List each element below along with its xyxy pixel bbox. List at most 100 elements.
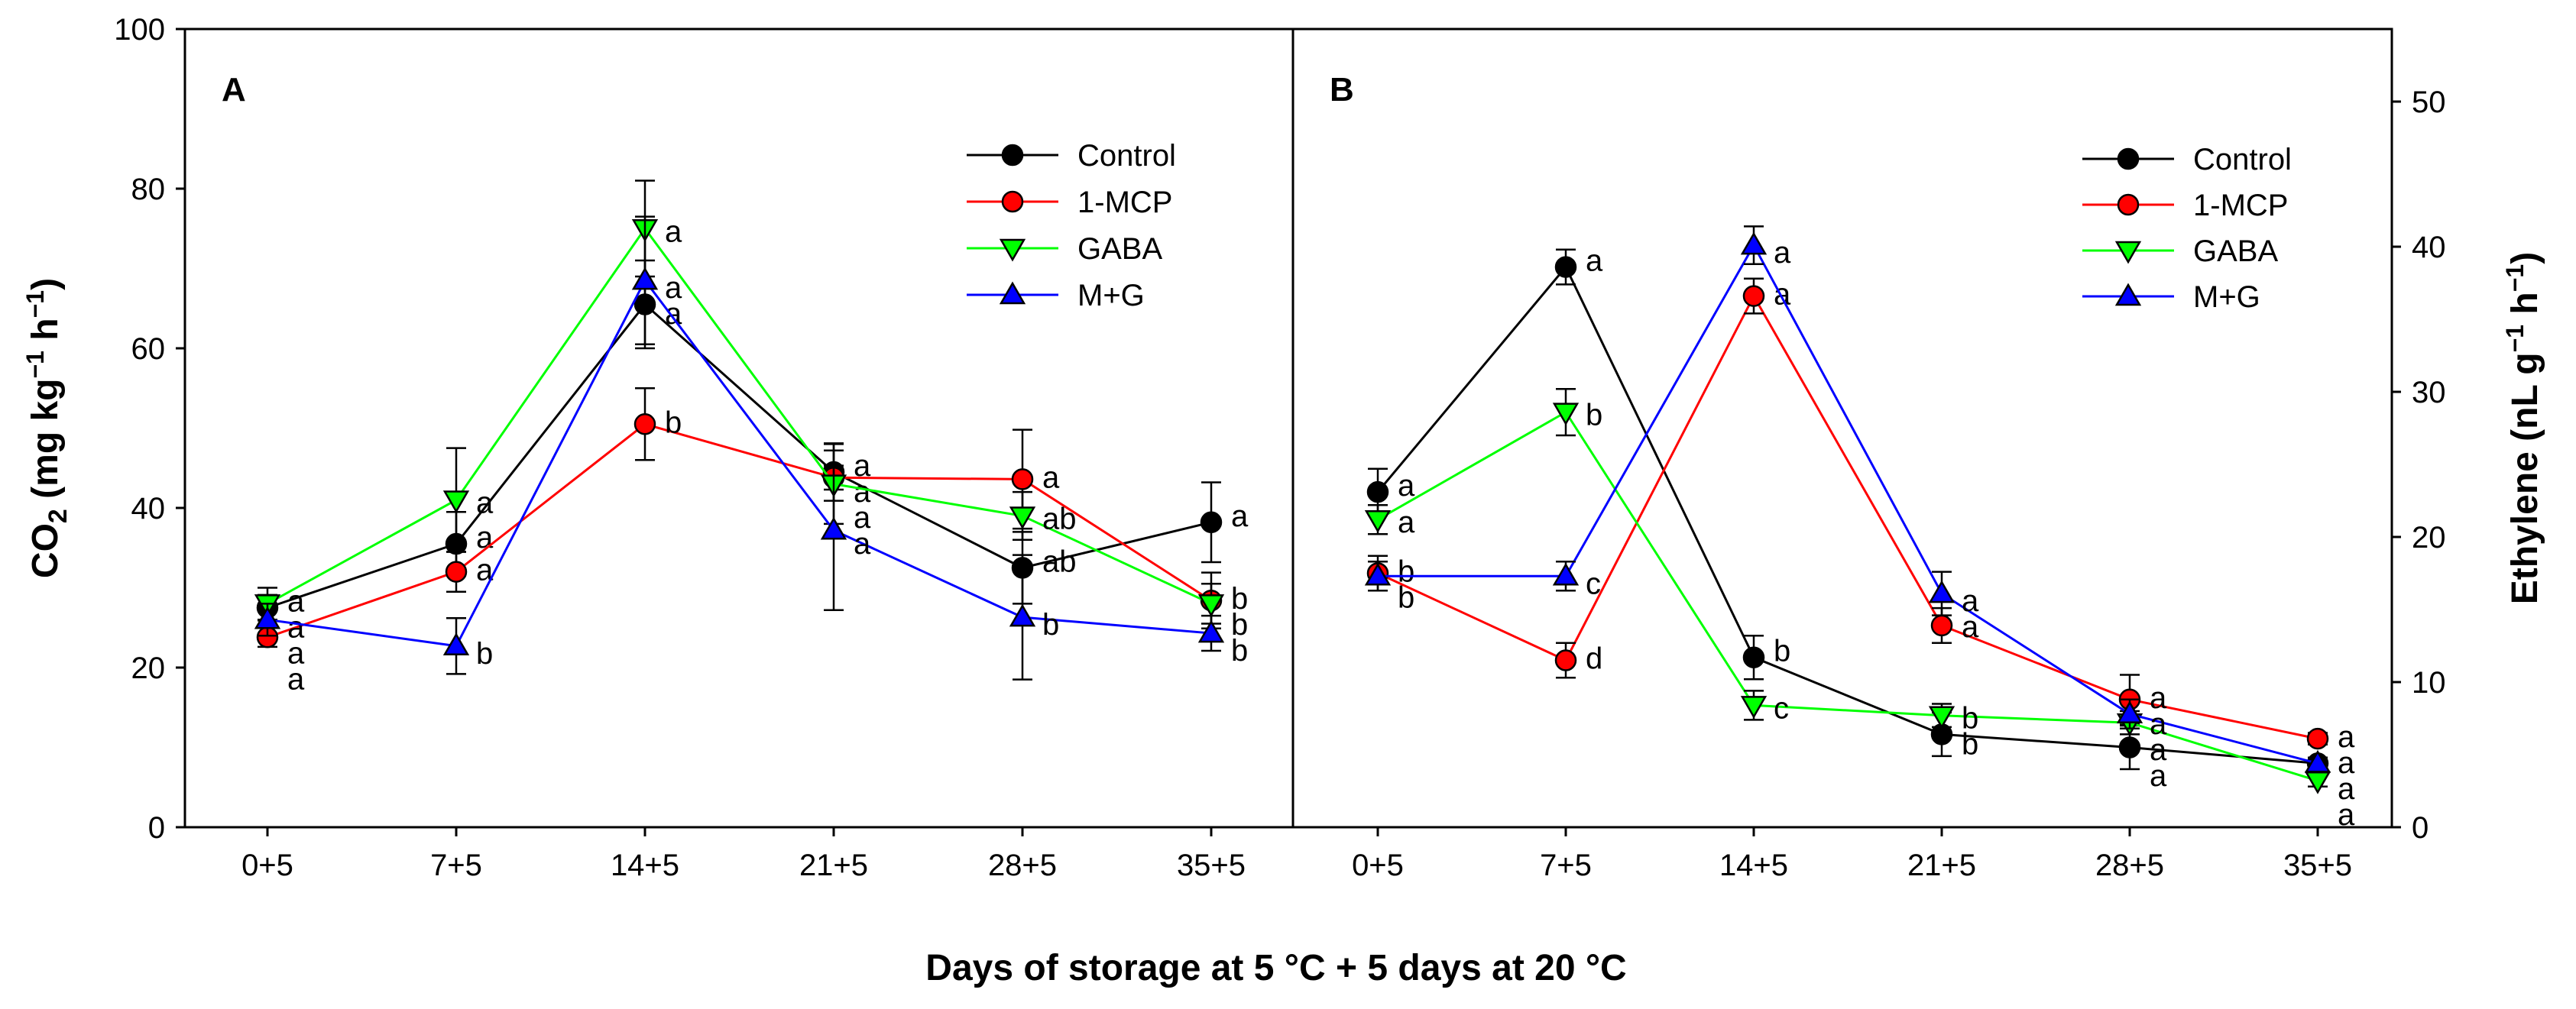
data-point (1364, 562, 1392, 586)
legend-marker-control (2117, 147, 2140, 170)
significance-letter: b (1962, 702, 1978, 736)
significance-letter: b (1586, 399, 1602, 432)
legend: Control 1-MCP GABA M+G (2082, 143, 2292, 314)
significance-letter: a (665, 215, 682, 248)
legend-label-1-mcp: 1-MCP (2193, 189, 2288, 222)
legend-label-control: Control (2193, 143, 2292, 176)
data-point (2306, 727, 2329, 750)
significance-letter: a (2338, 746, 2355, 780)
data-point (1009, 603, 1036, 627)
y-tick-label: 0 (2412, 811, 2429, 845)
significance-letter: a (1774, 278, 1791, 312)
data-point (1197, 594, 1225, 617)
x-tick-label: 14+5 (611, 849, 679, 882)
panel-a: 0 20 40 60 80 100 0+5 7+5 14+5 21+5 28+5 35+5 CO2 (m… (21, 13, 1294, 882)
significance-letter: a (1231, 500, 1249, 533)
significance-letter: ab (1042, 502, 1077, 535)
data-point (1366, 480, 1389, 503)
legend-label-gaba: GABA (1077, 232, 1162, 266)
legend-marker-control (1001, 144, 1024, 167)
legend-marker-gaba (999, 238, 1026, 262)
x-tick-label: 7+5 (1540, 849, 1592, 882)
significance-letter: b (1231, 634, 1248, 668)
legend-label-m-g: M+G (1077, 279, 1145, 312)
series-line-gaba (1377, 410, 2318, 782)
data-point (1928, 706, 1955, 729)
y-tick-label: 100 (114, 13, 165, 47)
series-gaba: abc baa (1364, 387, 2355, 832)
data-point (1928, 580, 1955, 603)
data-point (1200, 511, 1223, 534)
significance-letter: b (1398, 555, 1414, 589)
data-point (2304, 771, 2331, 794)
significance-letter: a (2150, 759, 2167, 793)
common-x-axis-label: Days of storage at 5 °C + 5 days at 20 °… (925, 948, 1626, 988)
y-tick-label: 20 (131, 652, 166, 685)
data-point (633, 413, 656, 435)
significance-letter: c (1774, 691, 1789, 725)
y-tick-label: 0 (148, 811, 165, 845)
x-tick-label: 0+5 (1352, 849, 1404, 882)
x-tick-label: 14+5 (1719, 849, 1788, 882)
y-axis-label: CO2 (mg kg−1 h−1) (21, 278, 73, 578)
data-point (1930, 614, 1953, 637)
significance-letter: a (854, 449, 871, 483)
significance-letter: a (854, 527, 871, 561)
series-line-1-mcp (267, 422, 1212, 639)
legend-label-gaba: GABA (2193, 234, 2278, 268)
x-tick-label: 28+5 (988, 849, 1057, 882)
significance-letter: b (665, 406, 682, 439)
legend-marker-gaba (2114, 241, 2142, 264)
data-point (2116, 700, 2143, 724)
significance-letter: a (2150, 733, 2167, 767)
legend-label-m-g: M+G (2193, 280, 2260, 314)
significance-letter: a (1962, 584, 1979, 618)
significance-letter: a (854, 501, 871, 535)
data-point (1009, 506, 1036, 529)
data-point (1554, 256, 1577, 278)
y-tick-label: 60 (131, 332, 166, 366)
data-point (254, 606, 281, 629)
legend-label-1-mcp: 1-MCP (1077, 186, 1172, 219)
significance-letter: a (1398, 469, 1415, 503)
y-tick-label: 40 (2412, 231, 2446, 264)
y-tick-label: 10 (2412, 666, 2446, 700)
legend-marker-m-g (999, 281, 1026, 305)
data-point (820, 516, 847, 540)
y-tick-label: 30 (2412, 376, 2446, 409)
data-point (1364, 509, 1392, 533)
y-tick-label: 50 (2412, 86, 2446, 119)
panel-label: A (222, 71, 246, 108)
x-tick-label: 35+5 (1177, 849, 1246, 882)
significance-letter: a (287, 663, 305, 697)
data-point (1554, 649, 1577, 671)
significance-letter: ab (1042, 545, 1077, 578)
series-line-control (267, 302, 1212, 610)
significance-letter: a (476, 487, 494, 520)
significance-letter: a (1586, 244, 1603, 278)
y-axis-label: Ethylene (nL g−1 h−1) (2501, 252, 2545, 604)
significance-letter: a (2338, 798, 2355, 832)
series-line-m-g (267, 278, 1212, 648)
significance-letter: b (1398, 581, 1414, 615)
data-point (1742, 285, 1765, 307)
data-point (442, 490, 470, 514)
legend-marker-m-g (2114, 283, 2142, 306)
data-point (1552, 562, 1580, 586)
significance-letter: a (287, 611, 305, 645)
data-point (2118, 736, 2141, 758)
significance-letter: a (2338, 720, 2355, 754)
significance-letter: b (1962, 728, 1978, 762)
data-point (1742, 646, 1765, 668)
significance-letter: a (1042, 461, 1060, 494)
data-point (1197, 619, 1225, 643)
significance-letter: a (854, 475, 871, 509)
significance-letter: a (2150, 707, 2167, 741)
significance-letter: a (287, 585, 305, 619)
x-tick-label: 28+5 (2095, 849, 2164, 882)
